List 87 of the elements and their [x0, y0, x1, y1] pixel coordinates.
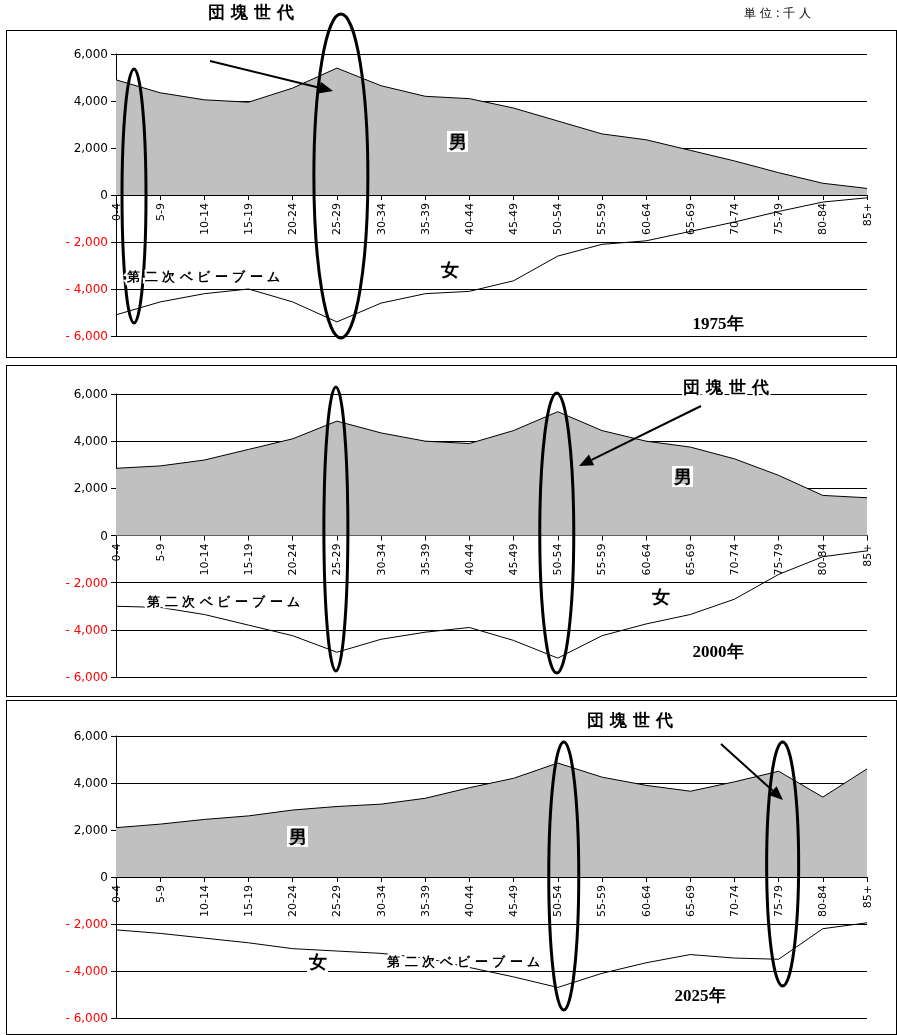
- y-tick-label: - 2,000: [65, 575, 108, 590]
- x-tick-label: 30-34: [374, 203, 388, 235]
- x-tick-label: 45-49: [507, 203, 521, 235]
- y-tick-label: 0: [100, 870, 108, 884]
- x-tick-label: 85+: [860, 885, 874, 909]
- x-tick-label: 65-69: [683, 885, 697, 917]
- x-tick-label: 80-84: [816, 885, 830, 917]
- x-tick-label: 60-64: [639, 543, 653, 576]
- text: 団 塊 世 代: [208, 1, 294, 22]
- annotation: 団 塊 世 代: [683, 376, 769, 397]
- x-tick-label: 70-74: [727, 885, 741, 917]
- annotation: 第 二 次 ベ ビ ー ブ ー ム: [126, 268, 281, 284]
- x-tick-label: 25-29: [330, 203, 344, 235]
- x-tick-label: 80-84: [816, 543, 830, 576]
- series-label: 男: [287, 826, 307, 847]
- x-tick-label: 5-9: [153, 203, 167, 221]
- x-tick-label: 50-54: [551, 543, 565, 576]
- text: 団 塊 世 代: [587, 709, 673, 730]
- x-tick-label: 80-84: [816, 203, 830, 235]
- y-tick-label: 0: [100, 188, 108, 202]
- x-tick-label: 10-14: [197, 885, 211, 917]
- series-label: 女: [307, 951, 327, 972]
- x-tick-label: 5-9: [153, 885, 167, 903]
- x-tick-label: 30-34: [374, 885, 388, 917]
- series-label: 女: [650, 586, 670, 607]
- y-tick-label: 6,000: [73, 387, 108, 401]
- y-tick-label: - 2,000: [65, 917, 108, 931]
- text: 単 位 : 千 人: [744, 5, 812, 22]
- x-tick-label: 75-79: [772, 203, 786, 235]
- x-tick-label: 15-19: [242, 543, 256, 576]
- x-tick-label: 15-19: [242, 885, 256, 917]
- series-label: 男: [447, 131, 467, 152]
- x-tick-label: 10-14: [197, 543, 211, 576]
- y-tick-label: 2,000: [73, 823, 108, 837]
- y-tick-label: 2,000: [73, 481, 108, 496]
- x-tick-label: 85+: [860, 543, 874, 567]
- x-tick-label: 50-54: [551, 203, 565, 235]
- x-tick-label: 75-79: [772, 885, 786, 917]
- x-tick-label: 5-9: [153, 543, 167, 562]
- text: 2000年: [692, 641, 744, 661]
- x-tick-label: 55-59: [595, 885, 609, 917]
- x-tick-label: 35-39: [418, 203, 432, 235]
- x-tick-label: 65-69: [683, 203, 697, 235]
- x-tick-label: 25-29: [330, 885, 344, 917]
- series-label: 女: [439, 259, 459, 280]
- x-tick-label: 30-34: [374, 543, 388, 576]
- x-tick-label: 55-59: [595, 543, 609, 576]
- x-tick-label: 70-74: [727, 203, 741, 235]
- y-tick-label: - 4,000: [65, 964, 108, 978]
- y-tick-label: - 6,000: [65, 329, 108, 343]
- x-tick-label: 60-64: [639, 885, 653, 917]
- x-tick-label: 15-19: [242, 203, 256, 235]
- x-tick-label: 40-44: [462, 885, 476, 917]
- y-tick-label: 4,000: [73, 776, 108, 790]
- series-label: 男: [672, 466, 692, 487]
- x-tick-label: 20-24: [286, 885, 300, 917]
- x-tick-label: 85+: [860, 203, 874, 227]
- y-tick-label: - 6,000: [65, 670, 108, 684]
- y-tick-label: 4,000: [73, 94, 108, 108]
- y-tick-label: 2,000: [73, 141, 108, 155]
- y-tick-label: 6,000: [73, 729, 108, 743]
- x-tick-label: 20-24: [286, 543, 300, 576]
- y-tick-label: - 6,000: [65, 1011, 108, 1025]
- x-tick-label: 10-14: [197, 203, 211, 235]
- text: 2025年: [674, 985, 726, 1005]
- x-tick-label: 45-49: [507, 543, 521, 576]
- annotation: 第 二 次 ベ ビ ー ブ ー ム: [146, 593, 301, 609]
- y-tick-label: 0: [100, 528, 108, 543]
- x-tick-label: 55-59: [595, 203, 609, 235]
- x-tick-label: 70-74: [727, 543, 741, 576]
- text: 1975年: [692, 313, 744, 333]
- x-tick-label: 60-64: [639, 203, 653, 235]
- x-tick-label: 20-24: [286, 203, 300, 235]
- y-tick-label: - 4,000: [65, 282, 108, 296]
- x-tick-label: 45-49: [507, 885, 521, 917]
- x-tick-label: 75-79: [772, 543, 786, 576]
- x-tick-label: 50-54: [551, 885, 565, 917]
- x-tick-label: 35-39: [418, 543, 432, 576]
- x-tick-label: 25-29: [330, 543, 344, 576]
- x-tick-label: 40-44: [462, 203, 476, 235]
- y-tick-label: - 2,000: [65, 235, 108, 249]
- y-tick-label: 4,000: [73, 434, 108, 449]
- y-tick-label: - 4,000: [65, 622, 108, 637]
- y-tick-label: 6,000: [73, 47, 108, 61]
- x-tick-label: 65-69: [683, 543, 697, 576]
- x-tick-label: 35-39: [418, 885, 432, 917]
- x-tick-label: 40-44: [462, 543, 476, 576]
